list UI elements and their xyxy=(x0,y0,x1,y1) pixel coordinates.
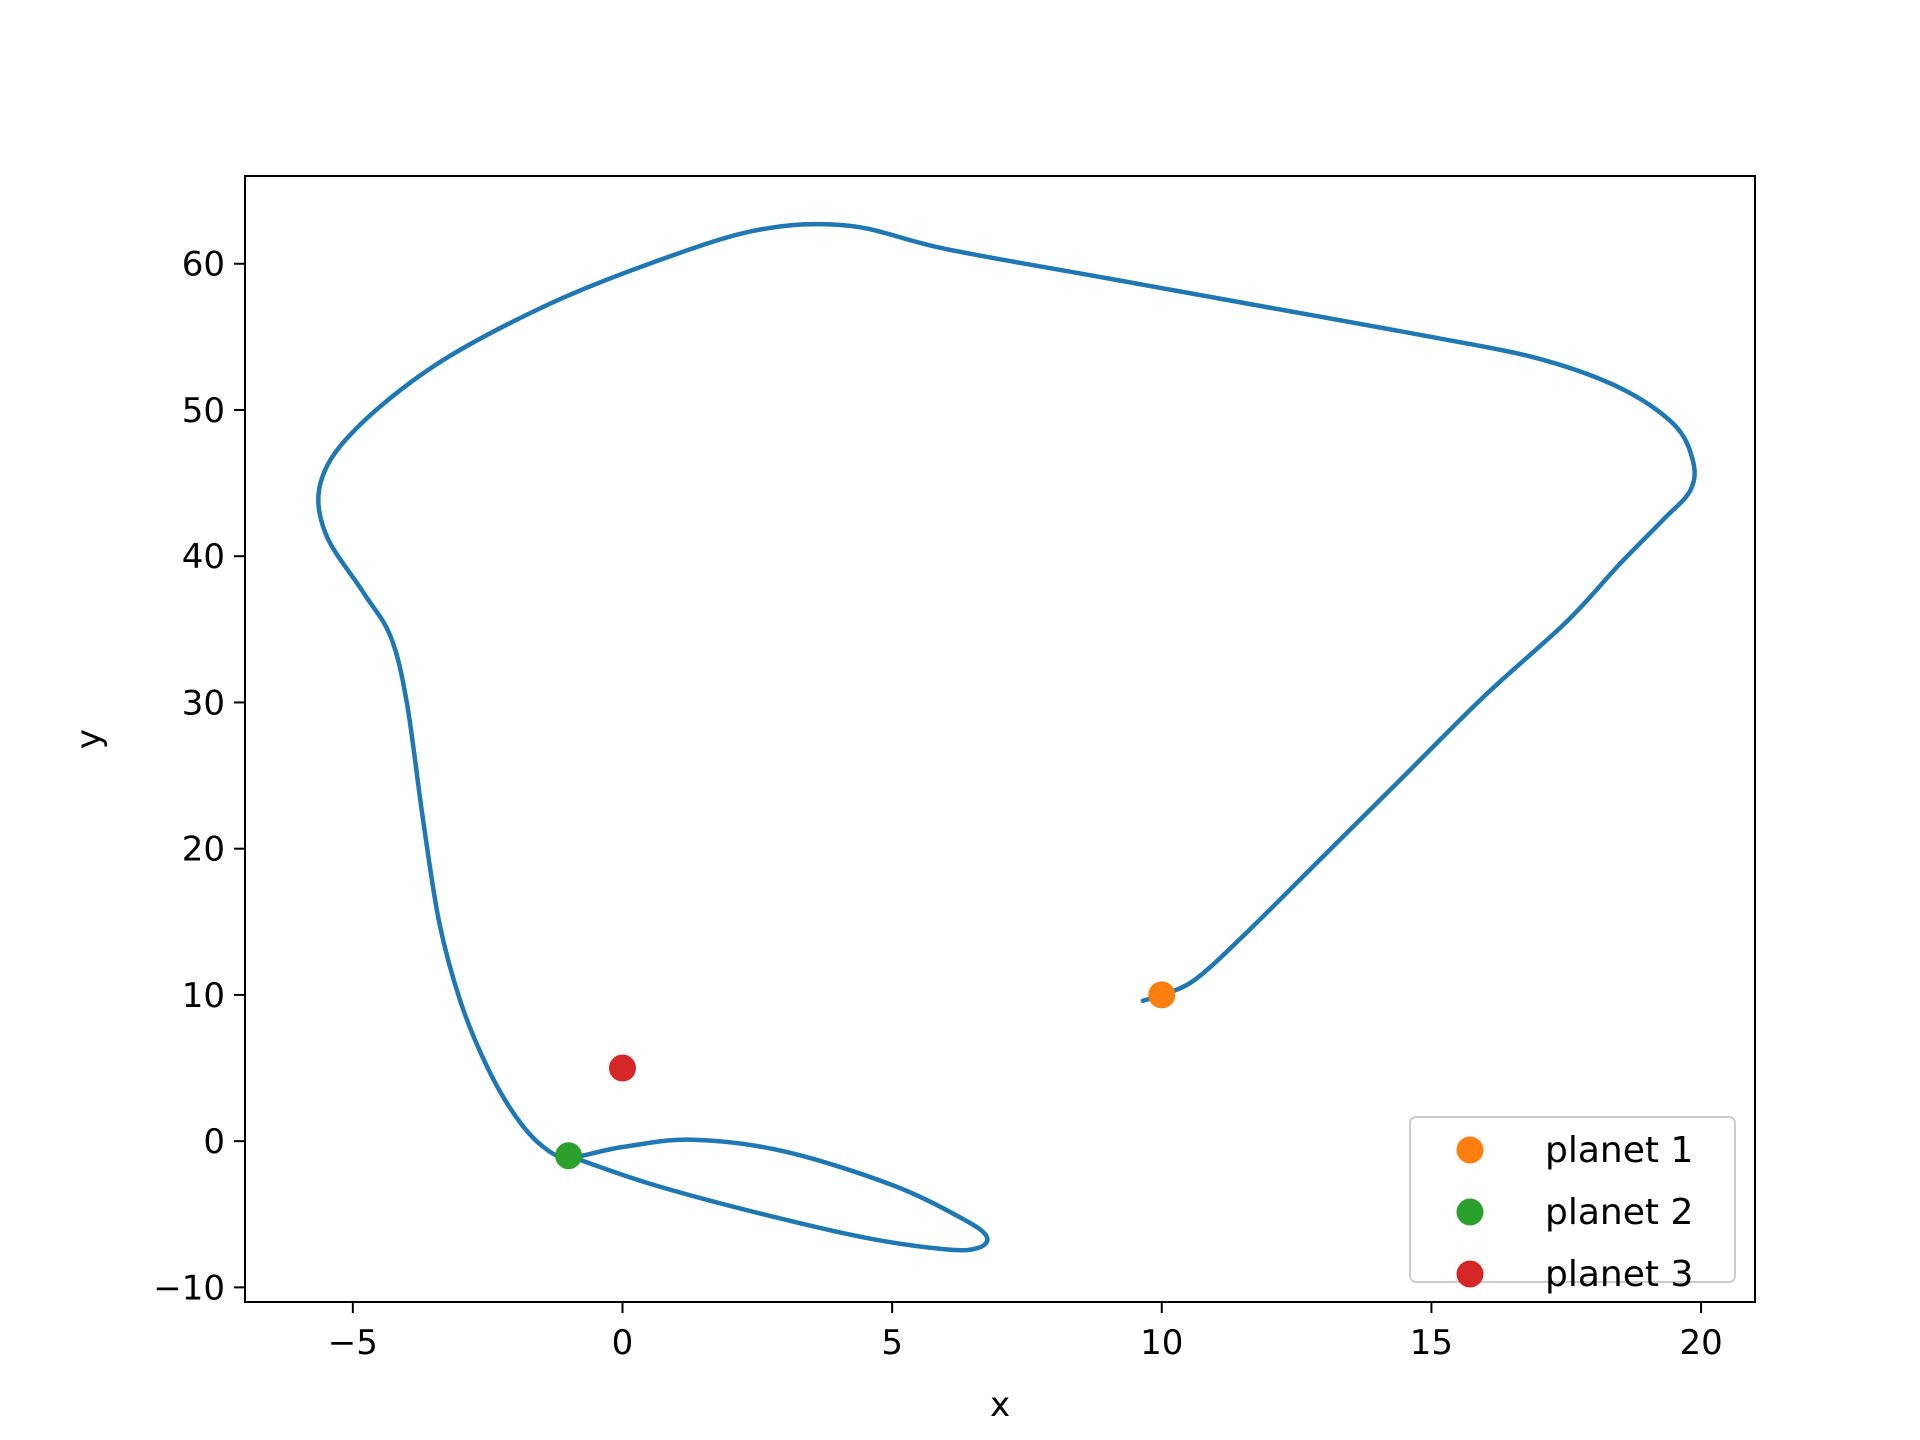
x-tick-label: 0 xyxy=(612,1323,634,1363)
plot-frame xyxy=(244,175,1756,1303)
y-tick-label: 30 xyxy=(182,683,225,723)
legend: planet 1 planet 2 planet 3 xyxy=(1409,1116,1736,1295)
y-tick-label: 50 xyxy=(182,391,225,431)
legend-marker-planet-2 xyxy=(1456,1198,1484,1226)
x-tick-label: 5 xyxy=(881,1323,903,1363)
y-tick-label: −10 xyxy=(153,1268,225,1308)
legend-marker-planet-1 xyxy=(1456,1136,1484,1164)
y-axis-label: y xyxy=(69,729,109,749)
y-tick-label: 40 xyxy=(182,537,225,577)
y-tick-label: 0 xyxy=(203,1122,225,1162)
x-tick-label: −5 xyxy=(328,1323,378,1363)
planet-3-point xyxy=(609,1054,636,1082)
x-axis-ticks: −5 0 5 10 15 20 xyxy=(328,1302,1723,1363)
x-axis-label: x xyxy=(990,1385,1010,1425)
legend-label-planet-3: planet 3 xyxy=(1545,1254,1693,1295)
planet-2-point xyxy=(555,1142,583,1170)
legend-marker-planet-3 xyxy=(1456,1260,1484,1288)
legend-box xyxy=(1409,1116,1736,1283)
y-axis-ticks: −10 0 10 20 30 40 50 60 xyxy=(153,245,245,1308)
plot-area xyxy=(244,175,1756,1303)
x-tick-label: 15 xyxy=(1410,1323,1453,1363)
planet-1-point xyxy=(1148,981,1176,1009)
legend-label-planet-2: planet 2 xyxy=(1545,1192,1693,1233)
trajectory-line xyxy=(316,221,1697,1253)
y-tick-label: 10 xyxy=(182,976,225,1016)
x-tick-label: 10 xyxy=(1140,1323,1183,1363)
y-tick-label: 20 xyxy=(182,830,225,870)
data-layer xyxy=(316,221,1697,1253)
y-tick-label: 60 xyxy=(182,245,225,285)
legend-label-planet-1: planet 1 xyxy=(1545,1130,1693,1171)
x-tick-label: 20 xyxy=(1679,1323,1722,1363)
